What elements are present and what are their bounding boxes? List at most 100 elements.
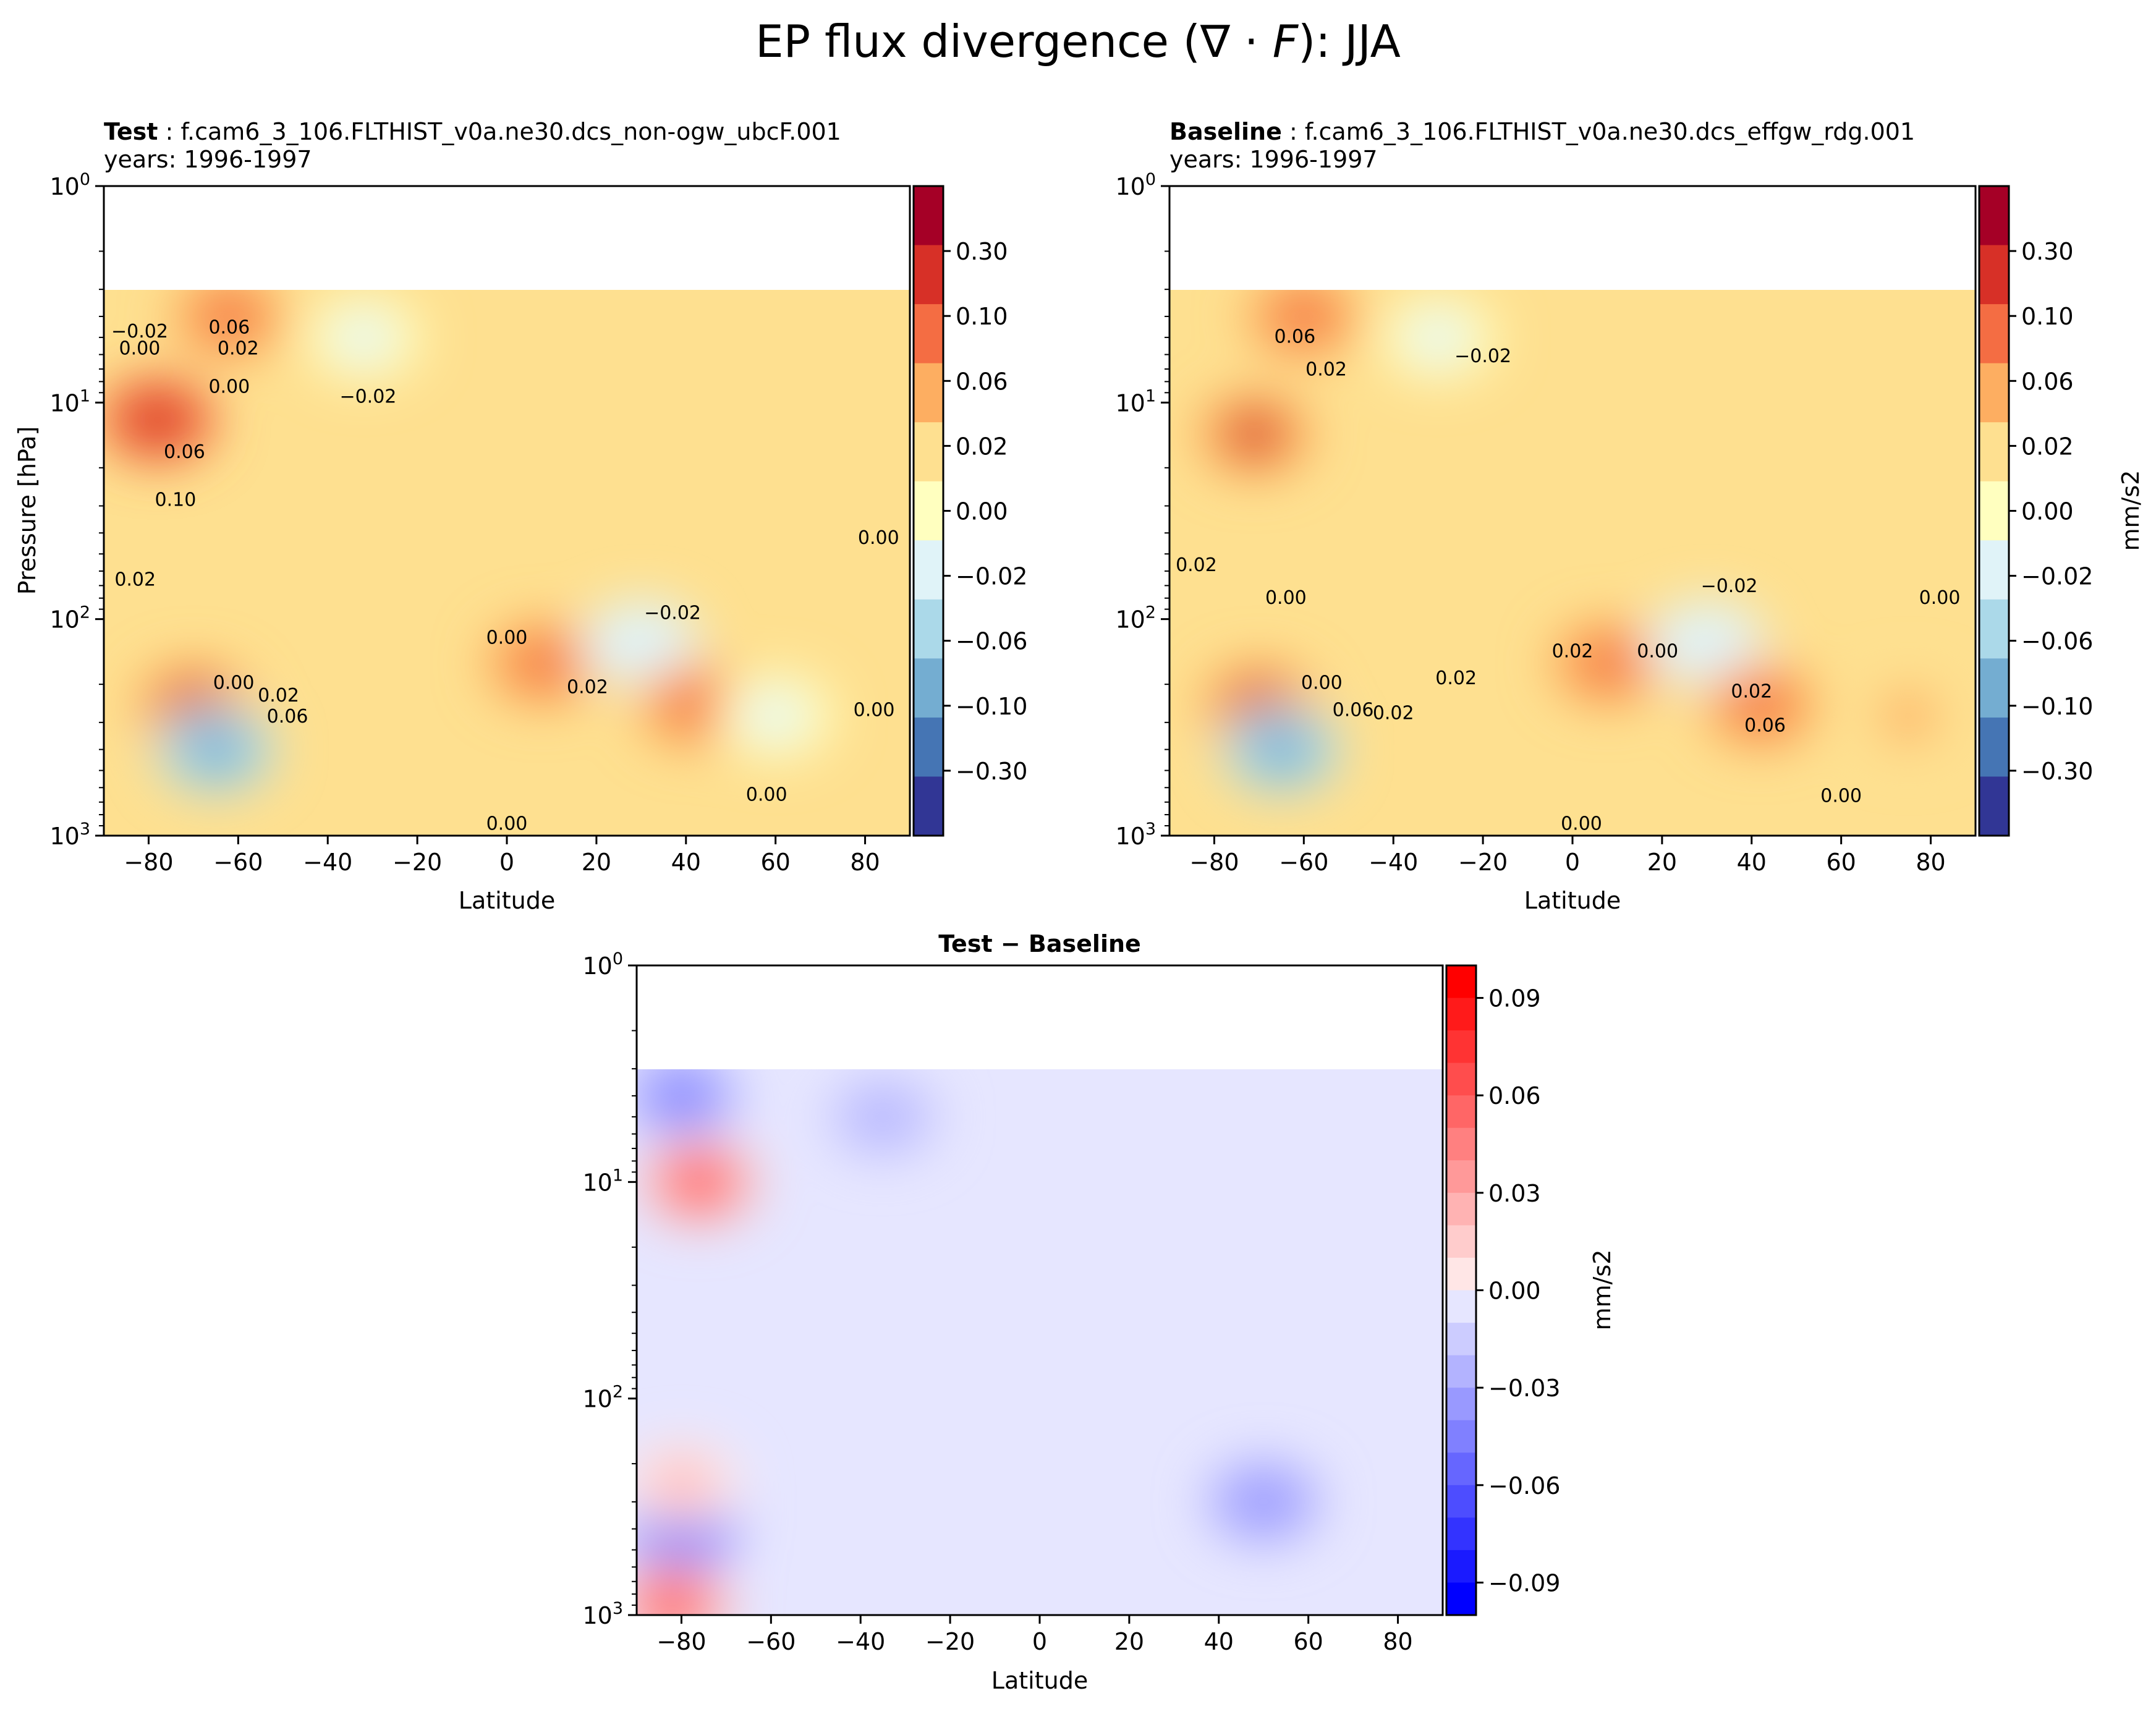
figure-title-nabla: ∇: [1200, 15, 1231, 67]
baseline-feature-core-3: [1254, 724, 1310, 774]
test-colorbar-segment-8: [914, 658, 943, 718]
baseline-field-blobs: [1195, 290, 1967, 793]
baseline-colorbar-tick-label-3: −0.02: [2021, 563, 2093, 590]
diff-colorbar-segment-3: [1446, 1062, 1476, 1096]
baseline-contour-label-8: 0.00: [1637, 640, 1678, 662]
test-colorbar-tick-label-3: −0.02: [956, 563, 1027, 590]
test-feature-core-0: [129, 395, 185, 445]
test-panel-title: Test : f.cam6_3_106.FLTHIST_v0a.ne30.dcs…: [104, 118, 841, 145]
test-colorbar-segment-2: [914, 304, 943, 364]
diff-colorbar-segment-10: [1446, 1290, 1476, 1323]
test-colorbar-segment-9: [914, 717, 943, 777]
baseline-y-tick-label-0: 100: [1115, 170, 1156, 200]
baseline-x-axis-label: Latitude: [1524, 887, 1621, 914]
baseline-colorbar-tick-label-4: 0.00: [2021, 498, 2074, 525]
baseline-feature-core-0: [1226, 409, 1283, 459]
diff-y-tick-base-1: 10: [582, 1169, 612, 1196]
diff-panel: Test − Baseline −80 −60 −40 −20 0 20 40 60 80 10…: [582, 930, 1616, 1694]
diff-colorbar-segment-7: [1446, 1192, 1476, 1226]
test-colorbar-segment-1: [914, 245, 943, 305]
baseline-contour-label-9: 0.00: [1301, 672, 1343, 694]
baseline-y-tick-label-1: 101: [1115, 386, 1156, 417]
diff-x-axis-label: Latitude: [991, 1667, 1088, 1694]
test-colorbar-segment-3: [914, 363, 943, 423]
diff-x-tick-label-1: −60: [746, 1628, 796, 1655]
diff-colorbar-segment-2: [1446, 1030, 1476, 1064]
baseline-contour-label-10: 0.06: [1333, 699, 1374, 721]
diff-x-tick-label-4: 0: [1032, 1628, 1047, 1655]
test-colorbar-tick-label-4: 0.00: [956, 498, 1008, 525]
diff-x-tick-label-0: −80: [656, 1628, 706, 1655]
diff-y-tick-exp-3: 3: [613, 1599, 623, 1618]
test-y-axis-label: Pressure [hPa]: [14, 426, 41, 595]
baseline-colorbar-segment-0: [1979, 186, 2009, 246]
baseline-plot-area: 0.060.02−0.020.020.00−0.020.000.02 0.000.…: [1169, 290, 1976, 836]
diff-field-blobs: [637, 1069, 1323, 1615]
diff-y-tick-base-3: 10: [582, 1602, 612, 1629]
baseline-contour-label-13: 0.02: [1731, 681, 1772, 702]
diff-colorbar-segment-4: [1446, 1095, 1476, 1129]
test-colorbar-segment-5: [914, 481, 943, 541]
baseline-contour-label-4: 0.00: [1265, 587, 1307, 609]
baseline-contour-label-12: 0.02: [1435, 668, 1477, 689]
diff-x-tick-label-5: 20: [1114, 1628, 1144, 1655]
baseline-y-tick-base-0: 10: [1115, 173, 1145, 200]
baseline-colorbar-tick-label-6: 0.06: [2021, 368, 2074, 395]
test-colorbar-segment-7: [914, 599, 943, 659]
test-contour-label-1: 0.00: [119, 338, 161, 360]
baseline-colorbar-tick-label-7: 0.10: [2021, 303, 2074, 330]
test-x-tick-label-1: −60: [213, 849, 263, 876]
diff-y-tick-label-1: 101: [582, 1166, 623, 1196]
diff-colorbar: −0.09 −0.06 −0.03 0.00 0.03 0.06 0.09: [1445, 964, 1560, 1616]
test-panel-title-rest: : f.cam6_3_106.FLTHIST_v0a.ne30.dcs_non-…: [158, 118, 841, 145]
baseline-x-tick-label-5: 20: [1647, 849, 1677, 876]
baseline-y-tick-exp-1: 1: [1145, 386, 1156, 405]
baseline-colorbar-segment-5: [1979, 481, 2009, 541]
diff-field-base: [637, 1069, 1443, 1615]
diff-y-tick-exp-2: 2: [613, 1383, 623, 1402]
test-x-tick-label-6: 40: [671, 849, 701, 876]
baseline-feature-core-6: [1679, 619, 1735, 669]
diff-colorbar-segment-8: [1446, 1225, 1476, 1258]
baseline-feature-core-4: [1410, 312, 1466, 362]
baseline-contour-labels: 0.060.02−0.020.020.00−0.020.000.02 0.000.…: [1176, 326, 1960, 835]
baseline-colorbar-segment-8: [1979, 658, 2009, 718]
test-colorbar-segment-0: [914, 186, 943, 246]
baseline-contour-label-1: 0.02: [1305, 359, 1347, 381]
test-contour-label-8: 0.02: [114, 569, 156, 590]
diff-x-tick-label-3: −20: [925, 1628, 975, 1655]
diff-x-tick-label-7: 60: [1293, 1628, 1323, 1655]
baseline-colorbar-segment-1: [1979, 245, 2009, 305]
test-contour-label-3: 0.02: [218, 338, 259, 360]
baseline-y-tick-exp-0: 0: [1145, 170, 1156, 189]
test-x-tick-label-5: 20: [582, 849, 611, 876]
baseline-contour-label-14: 0.06: [1744, 715, 1786, 736]
diff-colorbar-segment-16: [1446, 1485, 1476, 1518]
baseline-contour-label-15: 0.00: [1820, 786, 1862, 807]
test-feature-core-6: [613, 619, 669, 669]
test-contour-label-16: 0.00: [854, 699, 895, 721]
test-contour-label-7: 0.10: [155, 489, 197, 511]
baseline-contour-label-0: 0.06: [1274, 326, 1315, 348]
test-colorbar-tick-label-8: 0.30: [956, 238, 1008, 265]
baseline-y-tick-exp-3: 3: [1145, 820, 1156, 839]
baseline-panel-title-rest: : f.cam6_3_106.FLTHIST_v0a.ne30.dcs_effg…: [1282, 118, 1915, 145]
test-contour-label-14: −0.02: [644, 603, 701, 624]
test-contour-label-2: 0.06: [208, 317, 250, 339]
test-x-tick-label-8: 80: [850, 849, 880, 876]
test-feature-core-1: [201, 291, 257, 341]
diff-feature-core-6: [1236, 1477, 1292, 1527]
diff-feature-core-5: [855, 1092, 911, 1142]
test-y-tick-exp-1: 1: [80, 386, 90, 405]
diff-y-tick-label-0: 100: [582, 949, 623, 980]
diff-panel-title: Test − Baseline: [938, 930, 1141, 957]
test-x-tick-label-3: −20: [393, 849, 442, 876]
diff-field: [637, 1069, 1443, 1615]
test-feature-core-3: [188, 724, 244, 774]
test-field-blobs: [104, 290, 834, 793]
test-panel: Test : f.cam6_3_106.FLTHIST_v0a.ne30.dcs…: [14, 118, 1027, 914]
baseline-contour-label-16: 0.00: [1561, 813, 1602, 835]
test-y-tick-label-3: 103: [49, 820, 90, 850]
baseline-panel-title-bold: Baseline: [1169, 118, 1282, 145]
diff-colorbar-segment-6: [1446, 1160, 1476, 1194]
